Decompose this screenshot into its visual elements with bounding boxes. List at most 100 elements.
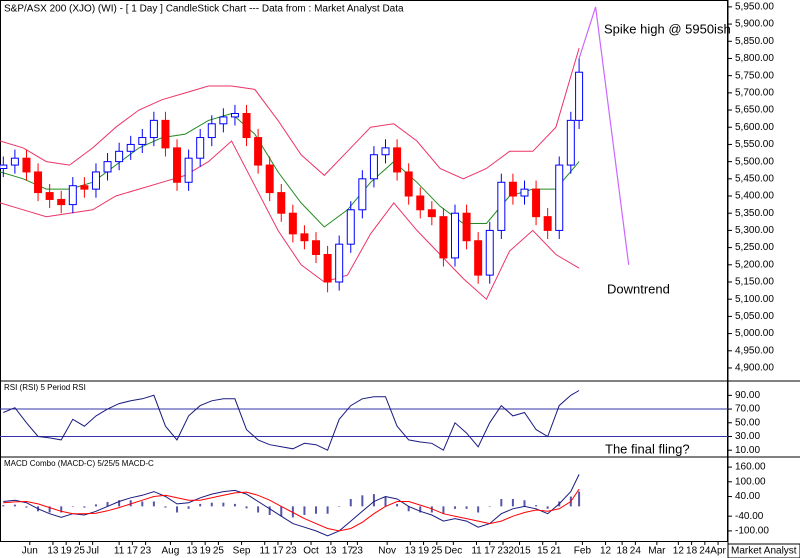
histogram-bar: [384, 496, 387, 507]
x-tick-label: Jul: [86, 546, 99, 557]
candle-body: [416, 195, 425, 211]
projection-line: [578, 6, 630, 265]
y-tick-label: 5,600.00: [735, 122, 774, 133]
x-tick-label: Dec: [444, 546, 462, 557]
macd-title: MACD Combo (MACD-C) 5/25/5 MACD-C: [4, 459, 154, 468]
candle-body: [439, 216, 448, 259]
candle-body: [22, 157, 31, 173]
y-tick-label: 5,350.00: [735, 208, 774, 219]
y-tick-label: 5,100.00: [735, 294, 774, 305]
histogram-bar: [2, 505, 5, 507]
candle-body: [68, 185, 77, 206]
histogram-bar: [338, 506, 341, 507]
macd-line: [3, 488, 580, 532]
candle-body: [323, 253, 332, 283]
annotation: The final fling?: [605, 441, 690, 456]
macd-line: [3, 474, 580, 537]
x-tick-label: 18: [617, 546, 629, 557]
candle-body: [126, 143, 135, 152]
x-tick-label: 13: [47, 546, 59, 557]
histogram-bar: [233, 503, 236, 507]
y-tick-label: 160.00: [735, 462, 766, 473]
x-tick-label: 17: [484, 546, 496, 557]
histogram-bar: [546, 506, 549, 509]
histogram-bar: [129, 500, 132, 507]
y-tick-label: 5,250.00: [735, 242, 774, 253]
candle-body: [427, 209, 436, 218]
histogram-bar: [477, 506, 480, 513]
histogram-bar: [176, 506, 179, 513]
candle-body: [138, 137, 147, 145]
histogram-bar: [465, 506, 468, 509]
x-tick-label: 11: [114, 546, 125, 557]
y-tick-label: -100.00: [735, 526, 769, 537]
candle-body: [149, 119, 158, 139]
histogram-bar: [419, 506, 422, 513]
candle-body: [575, 71, 584, 121]
candle-body: [115, 150, 124, 163]
y-tick-label: 5,000.00: [735, 328, 774, 339]
y-tick-label: 5,450.00: [735, 173, 774, 184]
histogram-bar: [48, 506, 51, 513]
histogram-bar: [372, 494, 375, 507]
y-tick-label: 90.00: [735, 390, 760, 401]
candle-body: [45, 192, 54, 200]
candle-body: [80, 185, 89, 190]
candle-body: [184, 157, 193, 183]
candle-body: [288, 212, 297, 235]
histogram-bar: [210, 502, 213, 507]
candle-body: [358, 178, 367, 211]
candle-body: [91, 171, 100, 190]
candle-body: [219, 116, 228, 125]
histogram-bar: [523, 500, 526, 507]
candle-body: [520, 188, 529, 197]
histogram-bar: [257, 506, 260, 513]
y-tick-label: 5,500.00: [735, 156, 774, 167]
histogram-bar: [291, 506, 294, 518]
y-tick-label: 30.00: [735, 431, 760, 442]
rsi-title: RSI (RSI) 5 Period RSI: [4, 383, 86, 392]
x-tick-label: 15: [537, 546, 549, 557]
histogram-bar: [187, 506, 190, 509]
x-tick-label: 25: [213, 546, 225, 557]
candle-body: [369, 154, 378, 180]
y-tick-label: 40.00: [735, 491, 760, 502]
candle-body: [207, 123, 216, 139]
x-tick-label: Aug: [162, 546, 180, 557]
histogram-bar: [315, 506, 318, 514]
histogram-bar: [500, 499, 503, 507]
x-tick-label: 13: [405, 546, 417, 557]
x-tick-label: 19: [200, 546, 212, 557]
candle-body: [57, 198, 66, 206]
candle-body: [543, 216, 552, 231]
x-tick-label: 17: [342, 546, 354, 557]
y-tick-label: 70.00: [735, 404, 760, 415]
y-tick-label: 5,400.00: [735, 191, 774, 202]
candle-body: [485, 229, 494, 276]
x-tick-label: 2015: [508, 546, 531, 557]
y-tick-label: 10.00: [735, 445, 760, 456]
histogram-bar: [535, 505, 538, 507]
x-tick-label: 23: [140, 546, 152, 557]
rsi-line: [3, 390, 580, 451]
candle-body: [532, 188, 541, 218]
x-tick-label: 11: [471, 546, 482, 557]
x-tick-label: 23: [286, 546, 298, 557]
x-tick-label: 23: [352, 546, 364, 557]
y-tick-label: 100.00: [735, 476, 766, 487]
histogram-bar: [106, 501, 109, 507]
x-tick-label: 21: [550, 546, 562, 557]
candle-body: [404, 171, 413, 197]
histogram-bar: [430, 506, 433, 513]
y-tick-label: 4,900.00: [735, 363, 774, 374]
histogram-bar: [326, 506, 329, 514]
candle-body: [161, 119, 170, 149]
footer: Market Analyst 6: [731, 546, 800, 557]
y-tick-label: 5,700.00: [735, 87, 774, 98]
y-tick-label: 5,800.00: [735, 53, 774, 64]
x-tick-label: 17: [127, 546, 139, 557]
x-tick-label: 12: [600, 546, 612, 557]
histogram-bar: [396, 503, 399, 507]
y-tick-label: -40.00: [735, 511, 764, 522]
